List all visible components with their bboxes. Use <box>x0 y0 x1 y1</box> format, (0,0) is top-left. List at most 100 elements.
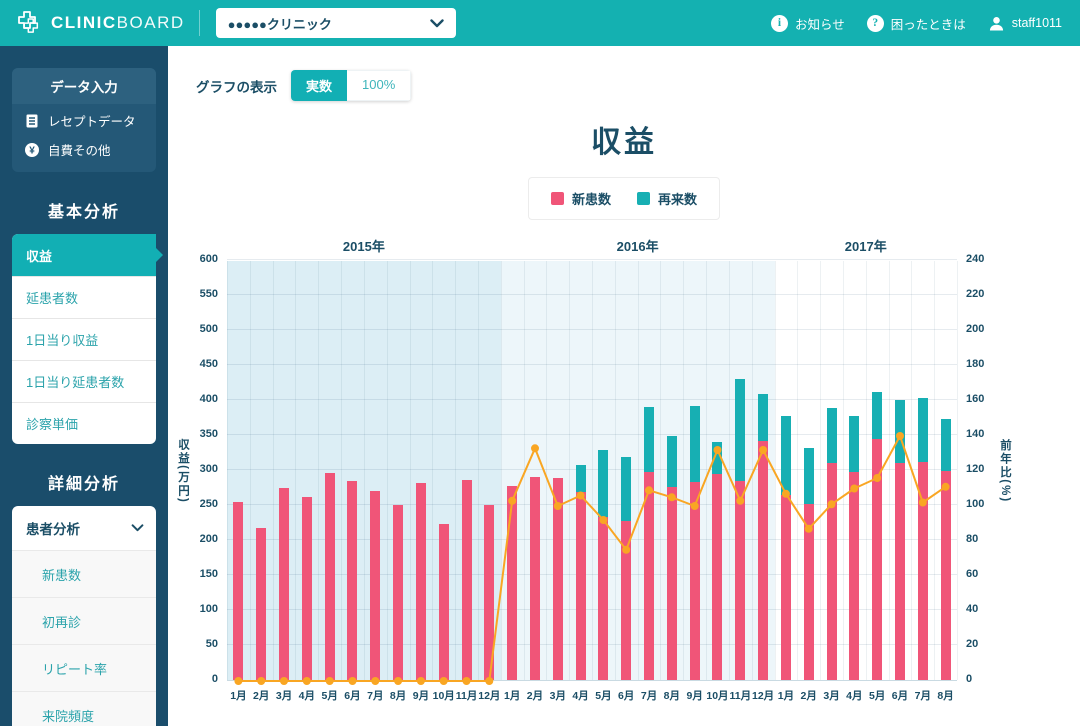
yoy-point <box>667 493 676 502</box>
v-gridline <box>409 261 411 680</box>
x-tick-month-16: 5月 <box>595 690 612 702</box>
bar-new-patients-segment <box>370 491 381 680</box>
y-right-axis-label: 前年比(%) <box>999 438 1011 503</box>
chevron-down-icon <box>131 524 144 532</box>
y-left-tick: 0 <box>211 673 218 685</box>
user-menu[interactable]: staff1011 <box>988 15 1062 32</box>
y-left-tick: 250 <box>199 498 218 510</box>
yoy-point <box>508 496 517 505</box>
info-icon: i <box>770 14 788 32</box>
y-right-tick: 180 <box>966 358 985 370</box>
year-band-2015年 <box>227 261 501 680</box>
y-left-tick: 600 <box>199 253 218 265</box>
basic-analysis-menu: 収益 延患者数 1日当り収益 1日当り延患者数 診察単価 <box>12 234 156 444</box>
sidebar-item-detail-2[interactable]: リピート率 <box>12 644 156 691</box>
bar-new-patients-segment <box>735 480 746 680</box>
v-gridline <box>888 261 890 680</box>
clinicboard-logo-icon <box>18 11 39 33</box>
bar-new-patients-segment <box>758 440 769 680</box>
bar-month-20 <box>689 405 700 680</box>
h-gridline <box>227 504 957 505</box>
sidebar-item-self-pay[interactable]: ¥ 自費その他 <box>12 133 156 162</box>
y-right-tick: 60 <box>966 568 979 580</box>
toggle-actual-button[interactable]: 実数 <box>291 70 348 101</box>
bar-new-patients-segment <box>279 488 290 680</box>
bar-new-patients-segment <box>484 505 495 680</box>
h-gridline <box>227 609 957 610</box>
help-button[interactable]: ? 困ったときは <box>866 14 966 33</box>
sidebar-item-basic-1[interactable]: 延患者数 <box>12 276 156 318</box>
bar-new-patients-segment <box>461 479 472 680</box>
bar-month-28 <box>872 392 883 680</box>
yoy-point <box>439 677 448 685</box>
bar-month-4 <box>324 472 335 680</box>
yoy-point <box>941 482 950 491</box>
graph-mode-toggle: 実数 100% <box>291 70 412 101</box>
main-content: グラフの表示 実数 100% 収益 新患数 再来数 2015年 2016年 2017年… <box>168 46 1080 726</box>
sidebar-item-receipt-data[interactable]: レセプトデータ <box>12 104 156 133</box>
y-left-tick: 400 <box>199 393 218 405</box>
sidebar-item-basic-4[interactable]: 診察単価 <box>12 402 156 444</box>
legend-label-1: 再来数 <box>658 192 698 207</box>
bar-new-patients-segment <box>644 472 655 680</box>
bar-new-patients-segment <box>507 486 518 680</box>
clinic-selector-dropdown[interactable]: ●●●●●クリニック <box>215 8 456 38</box>
bar-month-18 <box>644 407 655 680</box>
bar-month-24 <box>780 416 791 680</box>
x-tick-month-19: 8月 <box>663 690 681 702</box>
yoy-line <box>238 435 947 682</box>
x-tick-month-15: 4月 <box>572 690 589 702</box>
h-gridline <box>227 539 957 540</box>
v-gridline <box>341 261 343 680</box>
yoy-point <box>690 502 699 510</box>
x-tick-month-10: 11月 <box>455 690 478 702</box>
bar-returning-segment <box>644 407 655 473</box>
sidebar-item-detail-0[interactable]: 新患数 <box>12 550 156 597</box>
legend-label-0: 新患数 <box>571 192 611 207</box>
detail-analysis-title: 詳細分析 <box>47 476 120 493</box>
notice-button[interactable]: i お知らせ <box>770 14 845 33</box>
year-label-0: 2015年 <box>342 239 385 254</box>
bar-returning-segment <box>712 442 723 474</box>
x-tick-month-11: 12月 <box>478 690 501 702</box>
bar-new-patients-segment <box>438 523 449 680</box>
bar-month-16 <box>598 449 609 680</box>
year-label-2: 2017年 <box>844 239 887 254</box>
patient-analysis-group[interactable]: 患者分析 <box>12 506 156 550</box>
yoy-point <box>485 677 494 685</box>
x-tick-month-4: 5月 <box>321 690 338 702</box>
yoy-point <box>827 500 836 509</box>
yen-icon: ¥ <box>25 142 39 157</box>
sidebar-item-basic-3[interactable]: 1日当り延患者数 <box>12 360 156 402</box>
sidebar-item-basic-0[interactable]: 収益 <box>12 234 156 276</box>
sidebar-item-detail-3[interactable]: 来院頻度 <box>12 691 156 726</box>
y-left-tick: 300 <box>199 463 218 475</box>
x-tick-month-31: 8月 <box>937 690 954 702</box>
x-tick-month-12: 1月 <box>503 690 521 702</box>
sidebar-item-detail-1[interactable]: 初再診 <box>12 597 156 644</box>
x-tick-month-7: 8月 <box>389 690 407 702</box>
toggle-percent-button[interactable]: 100% <box>347 70 412 101</box>
bar-month-2 <box>279 488 290 680</box>
h-gridline <box>227 364 957 365</box>
bar-month-12 <box>507 486 518 680</box>
bar-month-8 <box>415 483 426 680</box>
bar-new-patients-segment <box>826 463 837 680</box>
user-icon <box>989 16 1003 31</box>
v-gridline <box>249 261 251 680</box>
v-gridline <box>934 261 936 680</box>
y-right-tick: 200 <box>966 323 985 335</box>
yoy-line-layer <box>234 432 950 685</box>
yoy-point <box>850 484 859 493</box>
y-left-tick: 100 <box>199 603 218 615</box>
bar-returning-segment <box>735 379 746 481</box>
bar-returning-segment <box>872 392 883 439</box>
h-gridline <box>227 469 957 470</box>
bar-new-patients-segment <box>415 483 426 680</box>
x-tick-month-22: 11月 <box>729 690 752 702</box>
v-gridline <box>728 261 730 680</box>
sidebar-item-basic-2[interactable]: 1日当り収益 <box>12 318 156 360</box>
chevron-down-icon <box>429 18 444 27</box>
legend-swatch-1 <box>637 192 650 205</box>
x-tick-month-18: 7月 <box>640 690 658 702</box>
